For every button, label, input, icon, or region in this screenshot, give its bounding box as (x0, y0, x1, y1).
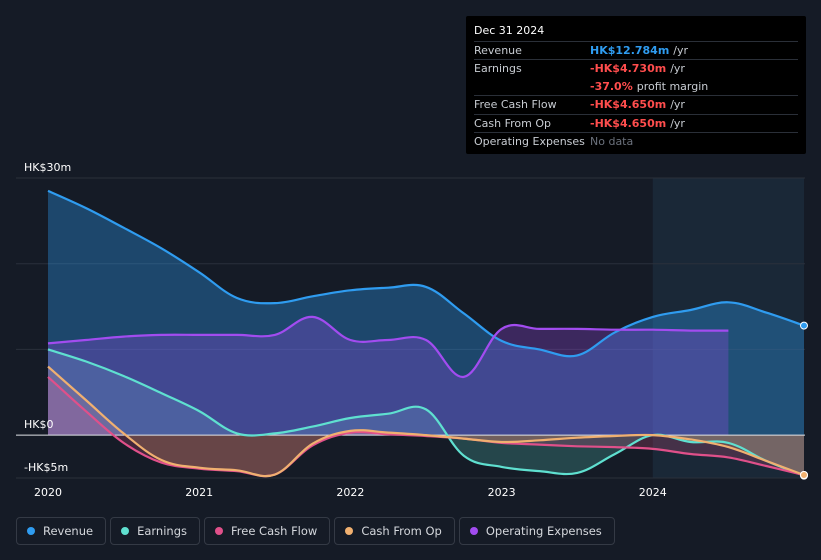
revenue-area (48, 190, 804, 436)
cash-from-op-endpoint (800, 471, 808, 479)
x-tick-label: 2021 (185, 486, 213, 499)
tooltip-row-cash-from-op: Cash From Op -HK$4.650m /yr (474, 113, 798, 132)
tooltip-row-free-cash-flow: Free Cash Flow -HK$4.650m /yr (474, 95, 798, 113)
tooltip-value: -HK$4.650m (590, 116, 667, 130)
earnings-area (48, 349, 804, 476)
series-endpoints (800, 321, 808, 480)
tooltip-row-operating-expenses: Operating Expenses No data (474, 131, 798, 150)
tooltip-value: -37.0% (590, 79, 633, 93)
y-tick-label: HK$30m (24, 161, 71, 174)
legend-dot-icon (215, 527, 223, 535)
earnings-line (47, 348, 805, 477)
y-axis-labels: HK$30m HK$0 -HK$5m (24, 161, 71, 474)
forecast-highlight (652, 178, 804, 478)
legend-label: Earnings (137, 524, 187, 538)
x-tick-label: 2024 (639, 486, 667, 499)
legend-item-earnings[interactable]: Earnings (110, 517, 200, 545)
operating-expenses-line (47, 315, 729, 378)
legend-dot-icon (469, 527, 478, 535)
legend-dot-icon (345, 527, 354, 535)
tooltip-value: -HK$4.730m (590, 62, 667, 76)
legend-dot-icon (27, 527, 35, 535)
revenue-line (47, 189, 805, 358)
series-areas (48, 190, 804, 477)
legend-item-free-cash-flow[interactable]: Free Cash Flow (204, 517, 331, 545)
tooltip-row-revenue: Revenue HK$12.784m /yr (474, 41, 798, 59)
tooltip-unit: /yr (670, 62, 685, 76)
legend-dot-icon (121, 527, 130, 535)
y-tick-label: HK$0 (24, 418, 53, 431)
legend: Revenue Earnings Free Cash Flow Cash Fro… (16, 517, 619, 547)
x-tick-label: 2023 (488, 486, 516, 499)
tooltip-unit: profit margin (636, 79, 709, 93)
tooltip-row-profit-margin: -37.0% profit margin (474, 78, 798, 95)
tooltip-unit: /yr (670, 98, 685, 112)
legend-item-revenue[interactable]: Revenue (16, 517, 107, 545)
tooltip-label: Operating Expenses (474, 134, 585, 148)
tooltip-label: Free Cash Flow (474, 98, 557, 112)
cash-from-op-area (48, 366, 804, 477)
legend-item-cash-from-op[interactable]: Cash From Op (334, 517, 455, 545)
tooltip-unit: /yr (673, 44, 689, 57)
tooltip-value: No data (590, 134, 634, 148)
tooltip-panel: Dec 31 2024 Revenue HK$12.784m /yr Earni… (466, 16, 806, 154)
x-tick-label: 2020 (34, 486, 62, 499)
legend-label: Free Cash Flow (231, 524, 318, 538)
tooltip-value: -HK$4.650m (590, 98, 667, 112)
gridlines (16, 177, 805, 479)
tooltip-label: Earnings (474, 62, 522, 76)
x-axis-labels: 2020 2021 2022 2023 2024 (34, 486, 667, 499)
tooltip-label: Revenue (474, 44, 522, 57)
revenue-endpoint (800, 321, 808, 330)
tooltip-value: HK$12.784m (590, 44, 670, 57)
tooltip-label: Cash From Op (474, 116, 552, 130)
tooltip-row-earnings: Earnings -HK$4.730m /yr (474, 59, 798, 77)
x-tick-label: 2022 (336, 486, 364, 499)
legend-label: Revenue (43, 524, 94, 538)
tooltip-label (474, 78, 590, 95)
series-lines (47, 189, 805, 478)
free-cash-flow-area (48, 376, 804, 477)
operating-expenses-area (48, 316, 729, 436)
tooltip-date: Dec 31 2024 (474, 24, 545, 37)
legend-label: Cash From Op (361, 524, 442, 538)
cash-from-op-line (47, 365, 805, 478)
legend-item-operating-expenses[interactable]: Operating Expenses (458, 517, 615, 545)
tooltip-unit: /yr (670, 116, 685, 130)
legend-label: Operating Expenses (485, 524, 602, 538)
y-tick-label: -HK$5m (24, 461, 68, 474)
chart-canvas: HK$30m HK$0 -HK$5m 2020 2021 2022 2023 2024 (16, 161, 808, 499)
